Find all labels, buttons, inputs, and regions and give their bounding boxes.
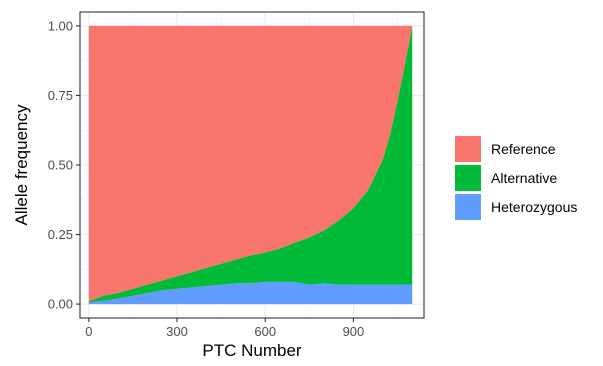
x-tick-label: 300 (166, 324, 188, 339)
area-reference (88, 25, 413, 302)
area-heterozygous (88, 281, 413, 305)
area-series (88, 25, 413, 305)
legend-label-alternative: Alternative (491, 170, 557, 186)
y-axis-ticks: 0.00 0.25 0.50 0.75 1.00 (48, 18, 80, 312)
x-axis-ticks: 0 300 600 900 (85, 318, 364, 339)
legend: Reference Alternative Heterozygous (455, 136, 577, 220)
legend-label-heterozygous: Heterozygous (491, 199, 577, 215)
area-alternative (88, 25, 413, 303)
legend-key-reference (455, 136, 481, 162)
legend-key-alternative (455, 165, 481, 191)
x-tick-label: 900 (343, 324, 365, 339)
y-axis-title: Allele frequency (12, 104, 31, 225)
y-tick-label: 0.25 (48, 227, 73, 242)
y-tick-label: 0.00 (48, 297, 73, 312)
y-tick-label: 0.50 (48, 158, 73, 173)
x-tick-label: 600 (254, 324, 276, 339)
x-tick-label: 0 (85, 324, 92, 339)
y-tick-label: 0.75 (48, 88, 73, 103)
y-tick-label: 1.00 (48, 18, 73, 33)
x-axis-title: PTC Number (202, 341, 302, 360)
legend-key-heterozygous (455, 194, 481, 220)
legend-label-reference: Reference (491, 141, 556, 157)
